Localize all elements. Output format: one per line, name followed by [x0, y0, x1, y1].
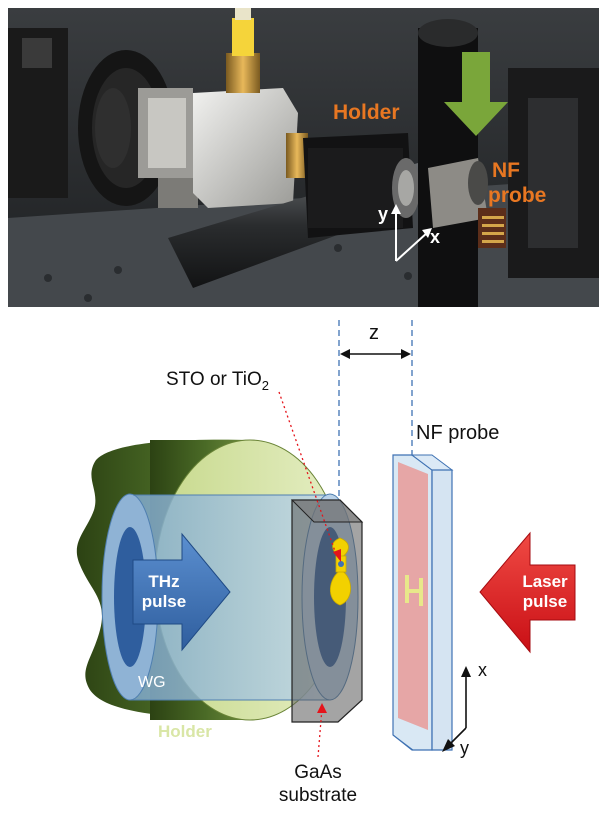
thz-label-line2: pulse: [141, 592, 187, 611]
axis-y-label: y: [460, 738, 469, 758]
z-arrow-left-head: [340, 349, 350, 359]
laser-label-line2: pulse: [522, 592, 568, 611]
photo-nf-label: NF: [492, 159, 520, 182]
photo-axis-x-label: x: [430, 227, 441, 247]
nf-probe: [392, 454, 454, 751]
sto-label-subscript: 2: [261, 377, 269, 393]
axis-x-arrowhead: [461, 666, 471, 677]
gaas-label-line1: GaAs: [294, 762, 342, 783]
gaas-leader-line: [317, 707, 323, 758]
thz-label-line1: THz: [148, 572, 180, 591]
laser-arrow: [479, 531, 576, 654]
schematic-diagram: z STO or TiO2 NF probe THz pulse Laser p…: [0, 310, 607, 815]
sto-leader-line: [278, 391, 338, 558]
setup-photo-illustration: [8, 8, 599, 307]
waveguide-label: WG: [138, 674, 166, 691]
setup-photo: Holder NF probe y x: [8, 8, 599, 307]
laser-label-line1: Laser: [522, 572, 568, 591]
holder-label: Holder: [158, 722, 212, 741]
z-arrow-right-head: [401, 349, 411, 359]
gaas-label-line2: substrate: [278, 785, 358, 806]
photo-holder-label: Holder: [333, 101, 400, 124]
axis-y-arrowhead: [442, 739, 455, 752]
photo-axis-y-label: y: [378, 204, 389, 224]
sto-label-main: STO or TiO: [166, 369, 262, 390]
sto-label: STO or TiO2: [166, 369, 269, 394]
gaas-substrate: [291, 499, 363, 723]
nf-probe-label: NF probe: [416, 422, 500, 444]
photo-probe-label: probe: [488, 184, 547, 207]
green-arrow-icon: [444, 52, 508, 136]
z-label: z: [369, 322, 379, 344]
thz-arrow: [132, 532, 231, 652]
schematic-illustration: [76, 320, 576, 758]
axis-x-label: x: [478, 660, 487, 680]
